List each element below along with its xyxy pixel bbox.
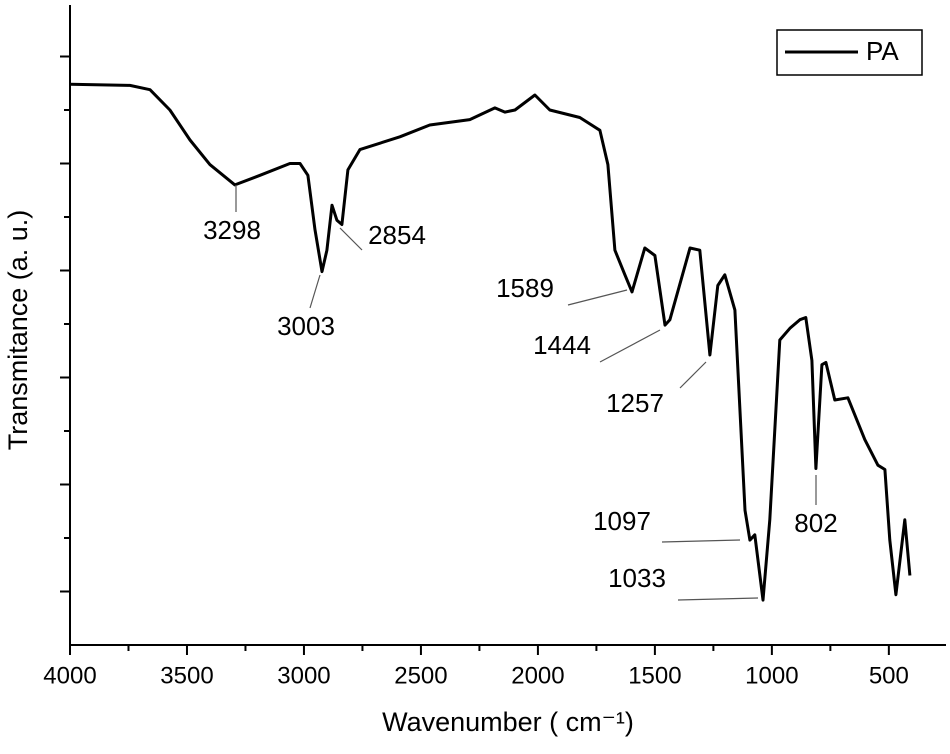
x-tick-label: 3500 [160, 662, 213, 689]
x-tick-label: 4000 [43, 662, 96, 689]
annotation: 1097 [593, 506, 651, 536]
annotation: 802 [794, 508, 837, 538]
annotation-leader [309, 274, 321, 309]
annotation: 3298 [203, 215, 261, 245]
y-axis-label: Transmitance (a. u.) [3, 210, 33, 451]
annotation: 3003 [277, 311, 335, 341]
annotation: 1033 [608, 563, 666, 593]
annotation-leader [679, 361, 707, 389]
x-tick-label: 1000 [745, 662, 798, 689]
spectrum-line [69, 82, 912, 602]
x-tick-label: 500 [869, 662, 909, 689]
x-axis-label: Wavenumber ( cm⁻¹) [382, 707, 634, 737]
x-tick-label: 1500 [628, 662, 681, 689]
legend-label: PA [866, 36, 899, 66]
annotation-leader [677, 597, 759, 601]
annotation: 2854 [368, 220, 426, 250]
annotation-leader [661, 539, 741, 543]
annotation-leader [339, 227, 363, 251]
annotation: 1589 [496, 273, 554, 303]
annotation-leader [567, 289, 628, 306]
annotation: 1444 [533, 330, 591, 360]
x-tick-label: 2500 [394, 662, 447, 689]
annotation: 1257 [606, 388, 664, 418]
x-tick-label: 2000 [511, 662, 564, 689]
x-tick-label: 3000 [277, 662, 330, 689]
annotation-leader [599, 329, 661, 363]
